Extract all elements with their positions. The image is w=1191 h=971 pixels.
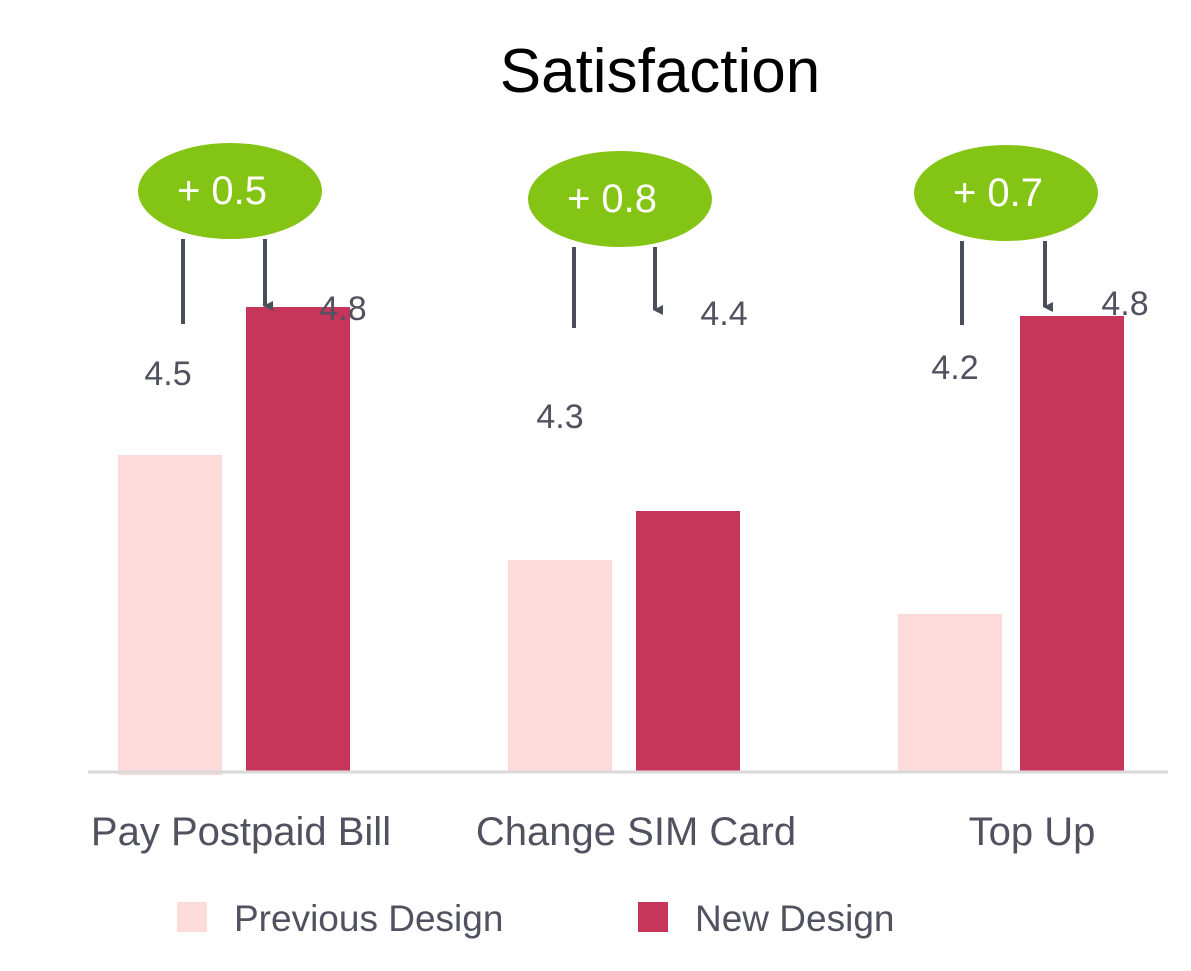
category-label: Pay Postpaid Bill [91,810,391,854]
bar-previous-design [898,614,1002,772]
value-label-previous: 4.2 [931,349,978,387]
value-label-new: 4.4 [700,295,747,333]
bar-new-design [636,511,740,772]
category-label: Change SIM Card [476,810,796,854]
connectors-group [181,239,1053,328]
value-label-previous: 4.3 [536,398,583,436]
difference-badge [914,145,1098,241]
difference-label: + 0.8 [567,177,657,221]
legend-label-previous: Previous Design [234,898,503,939]
bars-group [118,307,1124,775]
legend-swatch-previous [177,902,207,932]
legend-label-new: New Design [695,898,894,939]
category-label: Top Up [969,810,1096,854]
category-labels-group: Pay Postpaid Bill Change SIM Card Top Up [91,810,1095,854]
bar-previous-design [118,455,222,775]
chart-title: Satisfaction [500,37,821,106]
value-label-new: 4.8 [1101,285,1148,323]
bar-previous-design [508,560,612,772]
value-labels-group: 4.5 4.8 4.3 4.4 4.2 4.8 [144,285,1148,436]
difference-label: + 0.5 [177,169,267,213]
value-label-previous: 4.5 [144,355,191,393]
badges-group: + 0.5 + 0.8 + 0.7 [138,143,1098,247]
legend-swatch-new [638,902,668,932]
difference-badge [138,143,322,239]
legend: Previous Design New Design [177,898,894,939]
value-label-new: 4.8 [319,290,366,328]
difference-label: + 0.7 [953,171,1043,215]
bar-new-design [1020,316,1124,772]
difference-badge [528,151,712,247]
bar-new-design [246,307,350,772]
